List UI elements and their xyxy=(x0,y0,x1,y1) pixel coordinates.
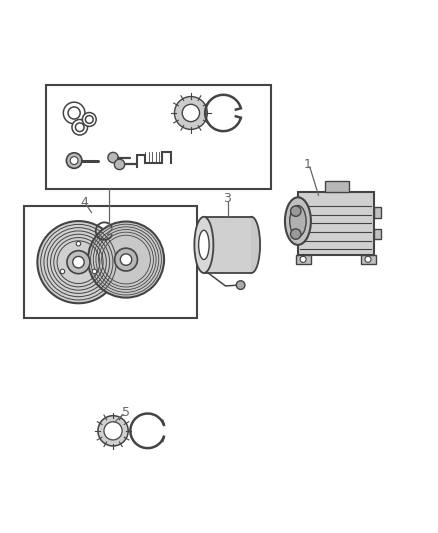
Bar xyxy=(46,85,271,189)
Circle shape xyxy=(68,107,80,119)
Circle shape xyxy=(73,256,84,268)
Circle shape xyxy=(66,153,82,168)
Circle shape xyxy=(108,152,118,163)
Text: 4: 4 xyxy=(80,197,88,209)
Circle shape xyxy=(290,229,301,239)
Ellipse shape xyxy=(198,230,209,260)
Circle shape xyxy=(75,123,84,132)
Circle shape xyxy=(72,119,88,135)
Bar xyxy=(360,255,376,264)
Circle shape xyxy=(115,248,138,271)
Circle shape xyxy=(67,251,90,273)
Circle shape xyxy=(300,256,306,262)
Bar xyxy=(374,229,381,239)
Ellipse shape xyxy=(290,206,306,237)
Circle shape xyxy=(76,241,81,246)
Circle shape xyxy=(98,416,128,446)
Bar xyxy=(25,206,198,318)
Circle shape xyxy=(120,254,132,265)
Circle shape xyxy=(88,222,164,297)
Circle shape xyxy=(82,112,96,126)
Circle shape xyxy=(70,157,78,165)
Circle shape xyxy=(182,104,200,122)
Circle shape xyxy=(64,102,85,124)
Ellipse shape xyxy=(194,217,213,273)
Circle shape xyxy=(104,422,122,440)
Bar xyxy=(296,255,311,264)
Circle shape xyxy=(236,281,245,289)
Bar xyxy=(374,207,381,217)
Ellipse shape xyxy=(243,217,260,273)
Ellipse shape xyxy=(285,197,311,245)
Text: 2: 2 xyxy=(105,225,113,238)
Text: 3: 3 xyxy=(223,192,231,205)
Circle shape xyxy=(92,269,97,273)
Bar xyxy=(204,217,251,273)
Circle shape xyxy=(37,221,120,303)
Circle shape xyxy=(365,256,371,262)
Bar xyxy=(325,181,349,192)
Circle shape xyxy=(290,206,301,216)
Circle shape xyxy=(174,96,207,130)
Text: 5: 5 xyxy=(122,406,130,419)
Circle shape xyxy=(114,159,125,169)
Circle shape xyxy=(60,269,65,273)
Circle shape xyxy=(85,116,93,123)
Bar xyxy=(298,192,374,255)
Text: 1: 1 xyxy=(304,158,312,171)
